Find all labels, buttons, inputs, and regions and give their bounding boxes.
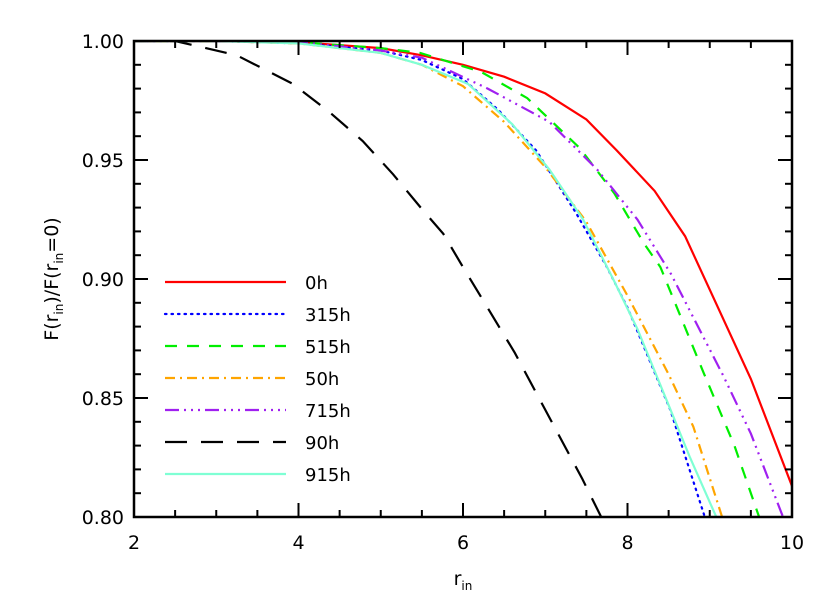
y-tick-label: 1.00 — [82, 31, 124, 53]
x-tick-label: 2 — [128, 532, 140, 554]
legend-label-90h: 90h — [305, 433, 339, 454]
x-tick-label: 4 — [292, 532, 304, 554]
x-axis-label: rin​ — [454, 568, 473, 593]
legend-label-50h: 50h — [305, 369, 339, 390]
legend-label-715h: 715h — [305, 401, 351, 422]
plot-frame — [132, 39, 794, 519]
y-tick-label: 0.95 — [82, 150, 124, 172]
legend-label-315h: 315h — [305, 305, 351, 326]
legend: 0h 315h 515h 50h 715h 90h 915h — [163, 273, 351, 486]
x-tick-label: 8 — [621, 532, 633, 554]
x-tick-label: 10 — [780, 532, 804, 554]
ticks-layer: 2 4 6 8 10 0.80 0.85 0.90 0.95 1.00 — [82, 31, 804, 554]
series-line-915h — [134, 41, 718, 517]
series-line-515h — [134, 41, 761, 517]
legend-label-0h: 0h — [305, 273, 328, 294]
x-tick-label: 6 — [457, 532, 469, 554]
y-tick-label: 0.85 — [82, 388, 124, 410]
legend-label-515h: 515h — [305, 337, 351, 358]
series-line-315h — [134, 41, 706, 517]
series-line-0h — [134, 41, 792, 487]
y-axis-label: F(rin​)/F(rin​=0) — [41, 217, 66, 340]
y-tick-label: 0.80 — [82, 507, 124, 529]
series-layer — [134, 41, 792, 517]
series-line-90h — [134, 41, 603, 517]
legend-label-915h: 915h — [305, 465, 351, 486]
series-line-50h — [134, 41, 724, 517]
y-tick-label: 0.90 — [82, 269, 124, 291]
